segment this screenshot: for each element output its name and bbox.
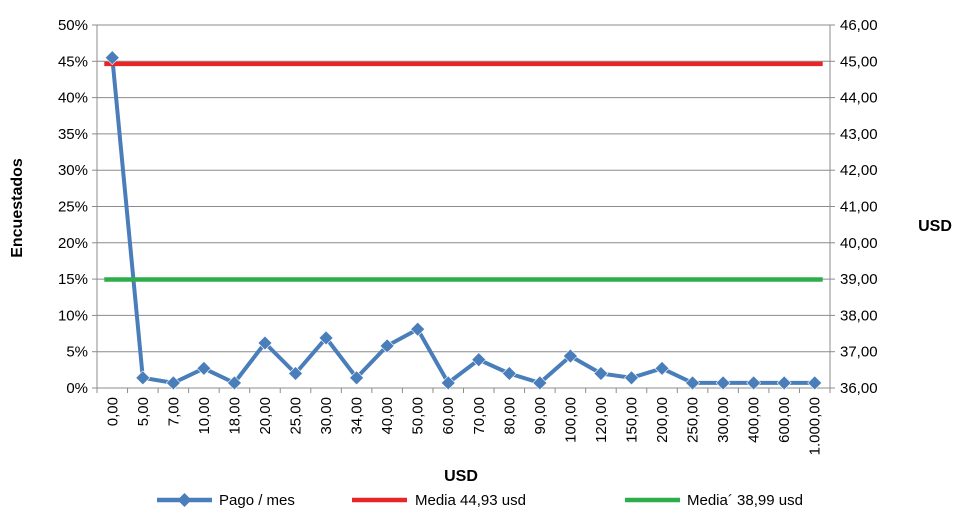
right-tick-label-10: 46,00 <box>840 17 878 34</box>
x-tick-label-21: 400,00 <box>746 397 763 443</box>
data-point-marker-10 <box>410 321 426 337</box>
legend: Pago / mes Media 44,93 usd Media´ 38,99 us… <box>157 492 803 509</box>
right-tick-label-9: 45,00 <box>840 53 878 70</box>
left-tick-label-0: 0% <box>66 380 88 397</box>
legend-label-0: Pago / mes <box>219 492 295 509</box>
right-tick-label-8: 44,00 <box>840 90 878 107</box>
data-point-marker-23 <box>807 375 823 391</box>
left-tick-label-2: 10% <box>58 307 88 324</box>
left-tick-label-5: 25% <box>58 199 88 216</box>
data-point-marker-21 <box>746 375 762 391</box>
left-tick-label-1: 5% <box>66 344 88 361</box>
data-point-marker-9 <box>379 338 395 354</box>
x-tick-label-23: 1.000,00 <box>807 397 824 455</box>
data-point-marker-7 <box>318 330 334 346</box>
data-point-marker-22 <box>776 375 792 391</box>
x-tick-label-20: 300,00 <box>715 397 732 443</box>
data-point-marker-8 <box>349 370 365 386</box>
x-tick-label-6: 25,00 <box>288 397 305 435</box>
x-tick-label-5: 20,00 <box>257 397 274 435</box>
x-tick-label-16: 120,00 <box>593 397 610 443</box>
x-tick-label-15: 100,00 <box>562 397 579 443</box>
data-point-marker-18 <box>654 360 670 376</box>
right-tick-label-5: 41,00 <box>840 199 878 216</box>
data-point-marker-20 <box>715 375 731 391</box>
x-axis-tick-labels: 0,00 5,00 7,00 10,00 18,00 20,00 25,00 30,00 34,… <box>104 397 823 455</box>
data-point-marker-11 <box>440 375 456 391</box>
series-lines <box>104 57 823 385</box>
right-tick-label-7: 43,00 <box>840 126 878 143</box>
right-tick-label-0: 36,00 <box>840 380 878 397</box>
legend-diamond-marker <box>177 493 192 507</box>
x-tick-label-0: 0,00 <box>104 397 121 426</box>
data-point-marker-5 <box>257 335 273 351</box>
x-tick-label-17: 150,00 <box>623 397 640 443</box>
right-axis-title: USD <box>918 218 952 235</box>
data-point-marker-1 <box>135 370 151 386</box>
data-point-marker-3 <box>196 360 212 376</box>
x-tick-label-14: 90,00 <box>532 397 549 435</box>
data-point-marker-17 <box>624 370 639 386</box>
data-point-marker-6 <box>288 366 303 381</box>
series-line-pago <box>110 57 815 385</box>
right-tick-label-2: 38,00 <box>840 307 878 324</box>
x-tick-label-8: 34,00 <box>349 397 366 435</box>
data-point-markers <box>104 50 823 391</box>
left-tick-label-6: 30% <box>58 162 88 179</box>
data-point-marker-13 <box>501 366 517 381</box>
right-tick-label-6: 42,00 <box>840 162 878 179</box>
left-tick-label-4: 20% <box>58 235 88 252</box>
gridlines <box>97 24 830 389</box>
x-tick-label-4: 18,00 <box>226 397 243 435</box>
x-tick-label-13: 80,00 <box>501 397 518 435</box>
data-point-marker-15 <box>562 348 578 364</box>
data-point-marker-2 <box>165 375 181 391</box>
x-tick-label-22: 600,00 <box>776 397 793 443</box>
right-tick-label-4: 40,00 <box>840 235 878 252</box>
data-point-marker-16 <box>593 366 609 381</box>
data-point-marker-19 <box>685 375 700 391</box>
x-tick-label-1: 5,00 <box>135 397 152 426</box>
right-tick-label-3: 39,00 <box>840 271 878 288</box>
data-point-marker-0 <box>104 50 120 66</box>
data-point-marker-14 <box>532 375 548 391</box>
x-tick-label-19: 250,00 <box>685 397 702 443</box>
x-tick-label-11: 60,00 <box>440 397 457 435</box>
x-tick-label-2: 7,00 <box>165 397 182 426</box>
x-tick-label-18: 200,00 <box>654 397 671 443</box>
left-tick-label-7: 35% <box>58 126 88 143</box>
x-tick-label-7: 30,00 <box>318 397 335 435</box>
plot-area-frame <box>92 24 835 393</box>
x-axis-title: USD <box>444 468 478 485</box>
x-tick-label-3: 10,00 <box>196 397 213 435</box>
left-tick-label-8: 40% <box>58 90 88 107</box>
x-tick-label-9: 40,00 <box>379 397 396 435</box>
left-tick-label-3: 15% <box>58 271 88 288</box>
data-point-marker-4 <box>227 375 242 391</box>
right-axis-tick-labels: 36,00 37,00 38,00 39,00 40,00 41,00 42,00 43,00… <box>840 17 878 397</box>
legend-label-2: Media´ 38,99 usd <box>687 492 803 509</box>
left-axis-tick-labels: 0% 5% 10% 15% 20% 25% 30% 35% 40% 45% 50% <box>58 17 88 397</box>
data-point-marker-12 <box>471 352 487 368</box>
legend-label-1: Media 44,93 usd <box>415 492 526 509</box>
x-tick-label-12: 70,00 <box>471 397 488 435</box>
x-tick-label-10: 50,00 <box>410 397 427 435</box>
left-tick-label-10: 50% <box>58 17 88 34</box>
left-axis-title: Encuestados <box>9 158 26 258</box>
right-tick-label-1: 37,00 <box>840 344 878 361</box>
left-tick-label-9: 45% <box>58 53 88 70</box>
